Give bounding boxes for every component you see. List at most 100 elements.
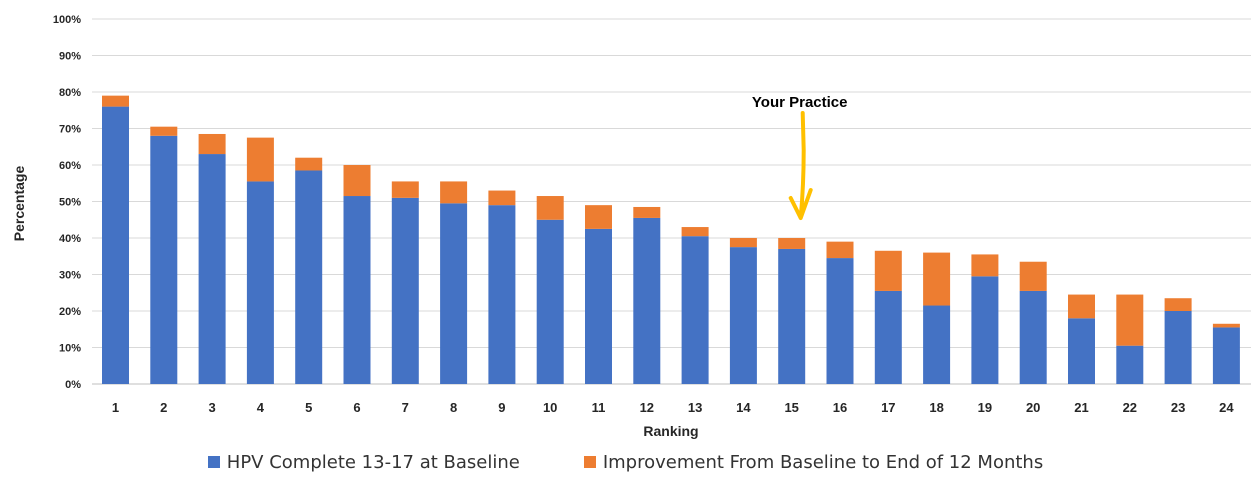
y-tick-label: 10%	[59, 343, 81, 355]
y-tick-label: 70%	[59, 124, 81, 136]
bar-improvement	[198, 133, 226, 155]
x-tick-label: 20	[1026, 400, 1040, 415]
x-tick-label: 10	[543, 400, 557, 415]
bar-improvement	[923, 252, 951, 306]
x-tick-label: 13	[688, 400, 702, 415]
x-axis-ticks: 1 2 3 4 5 6 7 8 9 10 11 12 13 14 15 16 17 18 19 20 21 22 23 24	[112, 400, 1235, 415]
bar-baseline	[826, 258, 854, 384]
bar-improvement	[440, 181, 468, 204]
x-tick-label: 17	[881, 400, 895, 415]
bar-improvement	[1116, 294, 1144, 346]
bars	[102, 95, 1240, 384]
bar-improvement	[1212, 323, 1240, 328]
bar-improvement	[295, 157, 323, 171]
bar-baseline	[1164, 311, 1192, 384]
x-tick-label: 8	[450, 400, 457, 415]
bar-improvement	[585, 205, 612, 229]
bar-baseline	[585, 228, 612, 384]
y-tick-label: 0%	[65, 379, 81, 391]
bar-baseline	[874, 290, 902, 384]
x-tick-label: 1	[112, 400, 119, 415]
x-tick-label: 19	[978, 400, 992, 415]
bar-improvement	[826, 241, 854, 259]
bar-improvement	[633, 206, 661, 218]
x-tick-label: 2	[160, 400, 167, 415]
bar-improvement	[150, 126, 178, 136]
x-axis-title: Ranking	[643, 423, 698, 439]
y-axis-ticks: 0% 10% 20% 30% 40% 50% 60% 70% 80% 90% 100%	[53, 14, 81, 391]
x-tick-label: 21	[1074, 400, 1088, 415]
bar-baseline	[971, 276, 999, 384]
x-tick-label: 4	[257, 400, 265, 415]
bar-baseline	[1068, 318, 1095, 384]
x-tick-label: 15	[784, 400, 798, 415]
x-tick-label: 18	[929, 400, 943, 415]
bar-improvement	[1164, 298, 1192, 311]
x-tick-label: 24	[1219, 400, 1234, 415]
gridlines	[92, 18, 1251, 385]
annotation-label: Your Practice	[752, 94, 848, 111]
bar-baseline	[150, 135, 178, 384]
bar-improvement	[246, 137, 274, 182]
legend-swatch-baseline	[207, 456, 220, 468]
x-tick-label: 14	[736, 400, 751, 415]
legend-label-improvement: Improvement From Baseline to End of 12 M…	[602, 451, 1044, 473]
bar-improvement	[1019, 261, 1047, 291]
bar-improvement	[343, 165, 371, 197]
bar-baseline	[1019, 290, 1047, 384]
x-tick-label: 7	[402, 400, 409, 415]
bar-improvement	[1068, 294, 1095, 319]
bar-improvement	[778, 238, 806, 249]
bar-baseline	[1116, 345, 1144, 384]
bar-improvement	[729, 238, 757, 248]
bar-baseline	[681, 236, 709, 384]
bar-baseline	[343, 196, 371, 384]
x-tick-label: 5	[305, 400, 312, 415]
y-tick-label: 30%	[59, 270, 81, 282]
bar-baseline	[246, 181, 274, 384]
y-tick-label: 50%	[59, 197, 81, 209]
bar-baseline	[729, 247, 757, 384]
bar-improvement	[874, 250, 902, 291]
bar-baseline	[536, 219, 564, 384]
bar-baseline	[440, 203, 468, 384]
x-tick-label: 3	[208, 400, 215, 415]
annotation: Your Practice	[752, 94, 848, 220]
legend-item-baseline: HPV Complete 13-17 at Baseline	[207, 451, 520, 473]
x-tick-label: 6	[353, 400, 360, 415]
bar-baseline	[488, 205, 516, 384]
bar-baseline	[198, 154, 226, 384]
legend-item-improvement: Improvement From Baseline to End of 12 M…	[583, 451, 1044, 473]
annotation-arrow-icon	[788, 111, 813, 220]
bar-improvement	[488, 190, 516, 206]
y-tick-label: 80%	[59, 87, 81, 99]
x-tick-label: 12	[640, 400, 654, 415]
bar-baseline	[923, 305, 951, 384]
bar-baseline	[102, 106, 129, 384]
legend-label-baseline: HPV Complete 13-17 at Baseline	[226, 451, 520, 473]
bar-improvement	[391, 181, 419, 198]
x-tick-label: 22	[1123, 400, 1137, 415]
bar-improvement	[536, 196, 564, 220]
bar-baseline	[778, 248, 806, 384]
x-tick-label: 16	[833, 400, 847, 415]
bar-improvement	[681, 227, 709, 237]
y-tick-label: 40%	[59, 233, 81, 245]
y-tick-label: 90%	[59, 51, 81, 63]
y-tick-label: 20%	[59, 306, 81, 318]
bar-baseline	[633, 217, 661, 384]
y-axis-title: Percentage	[11, 166, 27, 242]
legend: HPV Complete 13-17 at Baseline Improveme…	[0, 442, 1251, 482]
bar-baseline	[295, 170, 323, 384]
y-tick-label: 100%	[53, 14, 81, 26]
x-tick-label: 9	[498, 400, 505, 415]
bar-improvement	[971, 254, 999, 277]
x-tick-label: 23	[1171, 400, 1185, 415]
bar-baseline	[391, 197, 419, 384]
y-tick-label: 60%	[59, 160, 81, 172]
bar-baseline	[1212, 327, 1240, 384]
bar-improvement	[102, 95, 129, 107]
x-tick-label: 11	[592, 400, 606, 415]
legend-swatch-improvement	[583, 456, 596, 468]
